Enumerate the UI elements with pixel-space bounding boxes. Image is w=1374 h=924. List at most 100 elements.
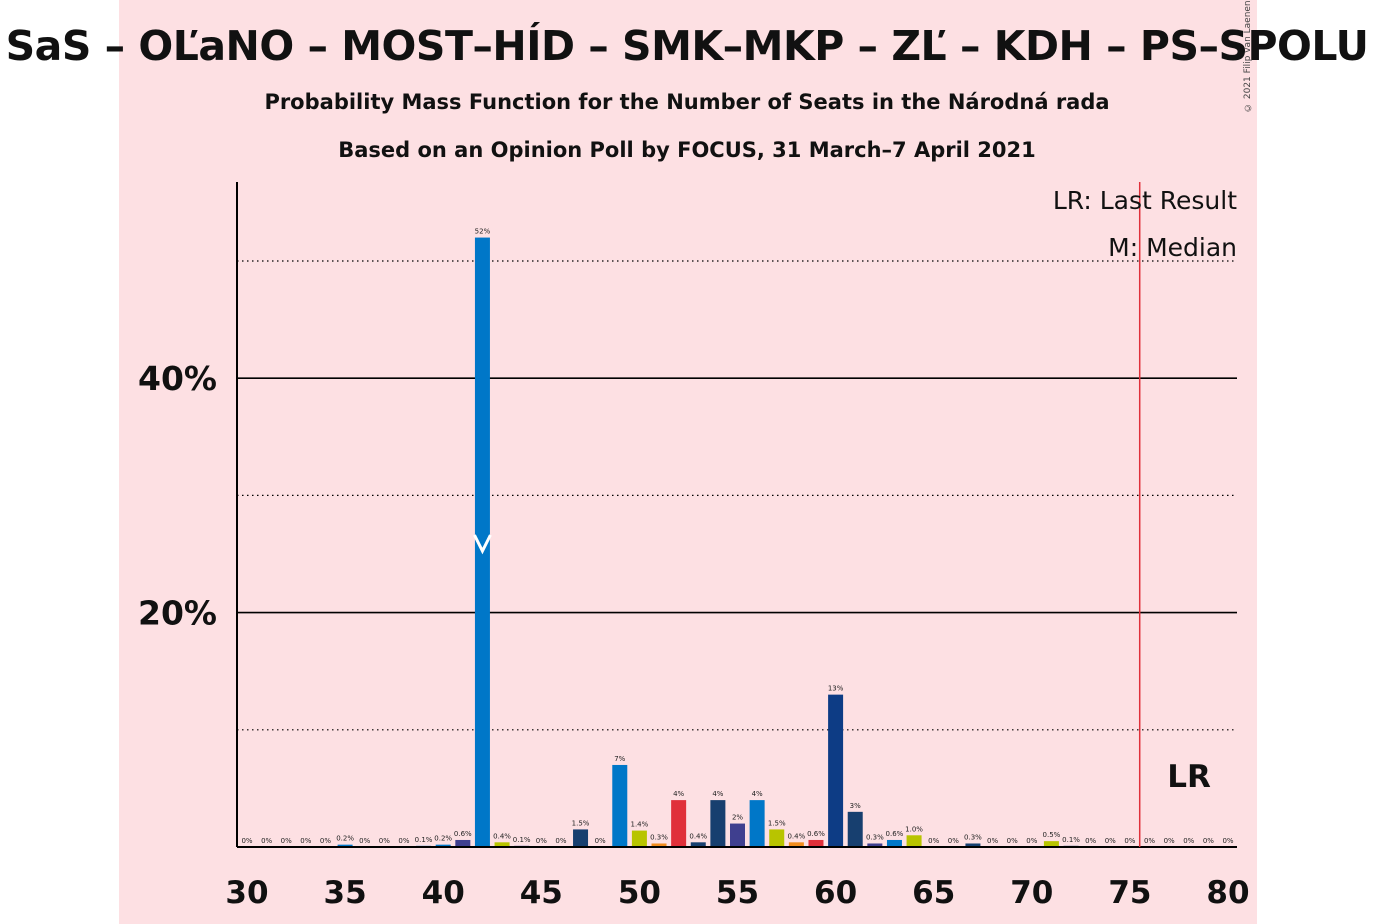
bar-label-48: 0% [595, 837, 606, 845]
bar-label-43: 0.4% [493, 832, 511, 840]
bar-label-72: 0.1% [1062, 836, 1080, 844]
bar-labels: 0% 0% 0% 0% 0% 0.2% 0% 0% 0% 0.1% 0.2%0.6%52%0.4% 0… [241, 228, 1233, 845]
bar-label-75: 0% [1124, 837, 1135, 845]
bar-label-61: 3% [850, 802, 861, 810]
bar-label-35: 0.2% [336, 835, 354, 843]
bar-71 [1043, 841, 1059, 847]
bar-label-77: 0% [1164, 837, 1175, 845]
bar-67 [965, 843, 981, 847]
bar-label-42: 52% [475, 228, 491, 236]
x-tick-label: 50 [618, 875, 661, 911]
bar-label-66: 0% [948, 837, 959, 845]
bar-label-52: 4% [673, 790, 684, 798]
bar-58 [788, 842, 804, 847]
bar-55 [730, 823, 745, 847]
bar-label-45: 0% [536, 837, 547, 845]
bar-59 [808, 839, 824, 847]
legend-last-result: LR: Last Result [1053, 186, 1237, 215]
chart-title: SaS – OĽaNO – MOST–HÍD – SMK–MKP – ZĽ – … [5, 22, 1369, 70]
bar-57 [769, 829, 785, 847]
bar-61 [847, 811, 863, 847]
bar-label-59: 0.6% [807, 830, 825, 838]
bar-label-31: 0% [261, 837, 272, 845]
bar-label-69: 0% [1007, 837, 1018, 845]
bar-56 [749, 800, 765, 847]
bar-64 [906, 835, 922, 847]
chart-background-band [119, 0, 1257, 924]
bar-label-50: 1.4% [631, 821, 649, 829]
bar-60 [828, 694, 844, 847]
grid-lines [237, 260, 1237, 731]
bar-label-46: 0% [555, 837, 566, 845]
bar-label-76: 0% [1144, 837, 1155, 845]
bar-42 [474, 237, 490, 847]
bar-label-78: 0% [1183, 837, 1194, 845]
bar-label-68: 0% [987, 837, 998, 845]
bar-label-70: 0% [1026, 837, 1037, 845]
bar-label-30: 0% [241, 837, 252, 845]
bar-label-60: 13% [828, 685, 844, 693]
bar-label-40: 0.2% [434, 835, 452, 843]
chart-subtitle: Probability Mass Function for the Number… [264, 90, 1110, 114]
x-tick-label: 65 [912, 875, 955, 911]
axes: 20% 40% 30 35 40 45 50 55 60 65 70 75 80 [138, 182, 1250, 911]
bars [337, 237, 1079, 847]
bar-label-33: 0% [300, 837, 311, 845]
bar-label-55: 2% [732, 814, 743, 822]
y-tick-label: 40% [138, 359, 217, 398]
y-tick-label: 20% [138, 594, 217, 633]
bar-label-73: 0% [1085, 837, 1096, 845]
bar-label-57: 1.5% [768, 819, 786, 827]
bar-53 [690, 842, 706, 847]
bar-label-79: 0% [1203, 837, 1214, 845]
x-tick-label: 35 [324, 875, 367, 911]
bar-63 [886, 839, 902, 847]
bar-label-56: 4% [752, 790, 763, 798]
bar-label-67: 0.3% [964, 833, 982, 841]
bar-43 [494, 842, 510, 847]
x-tick-label: 55 [716, 875, 759, 911]
bar-label-80: 0% [1222, 837, 1233, 845]
x-tick-label: 80 [1206, 875, 1249, 911]
bar-35 [337, 844, 353, 847]
bar-label-51: 0.3% [650, 833, 668, 841]
x-tick-label: 30 [225, 875, 268, 911]
bar-label-58: 0.4% [787, 832, 805, 840]
bar-label-44: 0.1% [513, 836, 531, 844]
bar-50 [631, 830, 647, 847]
bar-label-74: 0% [1105, 837, 1116, 845]
bar-41 [455, 839, 471, 847]
bar-label-54: 4% [712, 790, 723, 798]
bar-label-49: 7% [614, 755, 625, 763]
bar-40 [435, 844, 451, 847]
chart-source-subtitle: Based on an Opinion Poll by FOCUS, 31 Ma… [338, 138, 1036, 162]
bar-label-62: 0.3% [866, 833, 884, 841]
x-tick-label: 60 [814, 875, 857, 911]
bar-label-32: 0% [281, 837, 292, 845]
bar-label-63: 0.6% [886, 830, 904, 838]
overlays: LR LR: Last Result M: Median [473, 182, 1237, 847]
bar-54 [710, 800, 726, 847]
x-tick-label: 70 [1010, 875, 1053, 911]
bar-47 [573, 829, 589, 847]
bar-51 [651, 843, 667, 847]
median-marker [473, 534, 492, 555]
x-tick-label: 45 [520, 875, 563, 911]
x-tick-label: 75 [1108, 875, 1151, 911]
bar-52 [671, 800, 687, 847]
bar-label-47: 1.5% [572, 819, 590, 827]
bar-label-64: 1.0% [905, 825, 923, 833]
bar-label-39: 0.1% [415, 836, 433, 844]
bar-62 [867, 843, 883, 847]
bar-label-37: 0% [379, 837, 390, 845]
x-tick-label: 40 [422, 875, 465, 911]
bar-label-65: 0% [928, 837, 939, 845]
bar-label-41: 0.6% [454, 830, 472, 838]
legend-median: M: Median [1108, 233, 1237, 262]
bar-label-71: 0.5% [1043, 831, 1061, 839]
bar-label-38: 0% [398, 837, 409, 845]
bar-label-36: 0% [359, 837, 370, 845]
bar-49 [612, 764, 628, 847]
bar-label-53: 0.4% [689, 832, 707, 840]
